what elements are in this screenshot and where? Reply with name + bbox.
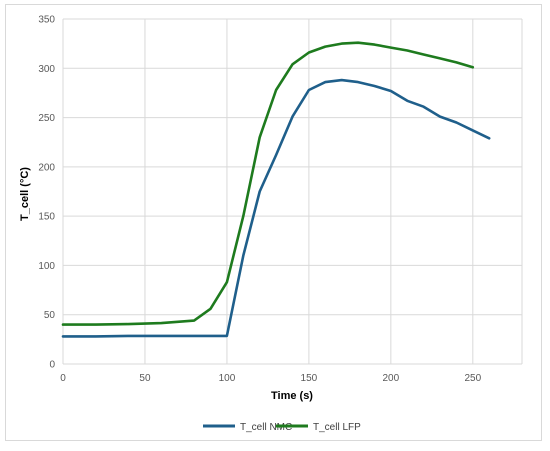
legend: T_cell NMC T_cell LFP bbox=[203, 422, 361, 433]
y-tick-label: 300 bbox=[38, 64, 55, 75]
y-tick-label: 0 bbox=[49, 360, 55, 371]
x-tick-label: 150 bbox=[301, 373, 318, 384]
x-tick-label: 0 bbox=[60, 373, 66, 384]
series-line-nmc bbox=[61, 78, 491, 338]
y-tick-label: 200 bbox=[38, 162, 55, 173]
legend-label-nmc: T_cell NMC bbox=[240, 422, 292, 433]
x-axis-title: Time (s) bbox=[271, 390, 313, 402]
x-tick-labels: 0 50 100 150 200 250 bbox=[60, 373, 481, 384]
x-tick-label: 250 bbox=[464, 373, 481, 384]
series-lines bbox=[61, 41, 491, 338]
legend-label-lfp: T_cell LFP bbox=[313, 422, 361, 433]
y-tick-labels: 0 50 100 150 200 250 300 350 bbox=[38, 15, 55, 371]
y-tick-label: 50 bbox=[44, 310, 56, 321]
y-tick-label: 250 bbox=[38, 113, 55, 124]
y-axis-title: T_cell (°C) bbox=[19, 167, 31, 221]
y-tick-label: 150 bbox=[38, 212, 55, 223]
x-tick-label: 50 bbox=[139, 373, 151, 384]
gridlines bbox=[62, 18, 523, 365]
y-tick-label: 350 bbox=[38, 15, 55, 26]
x-tick-label: 100 bbox=[219, 373, 236, 384]
chart-frame bbox=[5, 4, 542, 441]
x-tick-label: 200 bbox=[383, 373, 400, 384]
series-line-lfp bbox=[61, 41, 475, 326]
y-tick-label: 100 bbox=[38, 261, 55, 272]
